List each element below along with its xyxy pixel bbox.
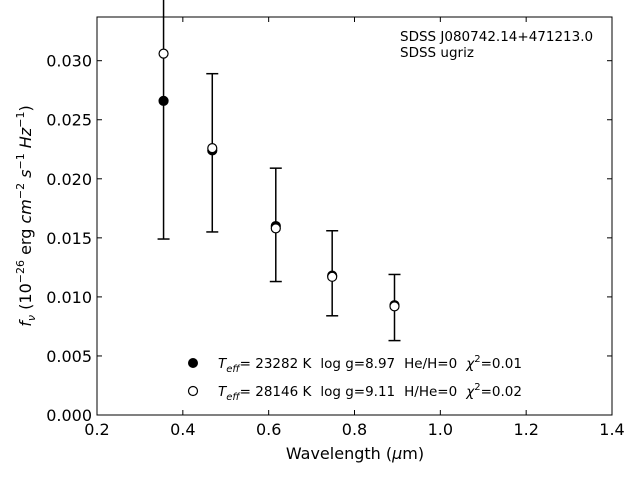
y-tick-label: 0.010 [46, 288, 92, 307]
x-tick-label: 1.2 [513, 420, 538, 439]
y-tick-label: 0.030 [46, 52, 92, 71]
y-tick-label: 0.025 [46, 111, 92, 130]
data-point-open [270, 223, 281, 234]
y-tick-label: 0.005 [46, 347, 92, 366]
x-tick-label: 1.4 [599, 420, 624, 439]
legend-marker-open [187, 385, 199, 397]
x-tick-label: 1.0 [428, 420, 453, 439]
x-tick-label: 0.8 [342, 420, 367, 439]
x-tick-label: 0.4 [170, 420, 195, 439]
y-tick-label: 0.015 [46, 229, 92, 248]
y-axis-label: fν (10−26 erg cm−2 s−1 Hz−1) [14, 105, 38, 326]
data-point-open [389, 301, 400, 312]
x-axis-label: Wavelength (μm) [286, 444, 424, 463]
annotation-survey: SDSS ugriz [400, 45, 474, 61]
y-tick-label: 0.000 [46, 406, 92, 425]
data-point-open [207, 142, 218, 154]
x-tick-label: 0.6 [256, 420, 281, 439]
data-point-open [158, 48, 169, 59]
x-tick-label: 0.2 [84, 420, 109, 439]
y-tick-label: 0.020 [46, 170, 92, 189]
data-point-filled [158, 95, 169, 106]
annotation-object-name: SDSS J080742.14+471213.0 [400, 29, 593, 45]
data-point-open [327, 271, 338, 282]
legend-marker-filled [188, 358, 198, 368]
